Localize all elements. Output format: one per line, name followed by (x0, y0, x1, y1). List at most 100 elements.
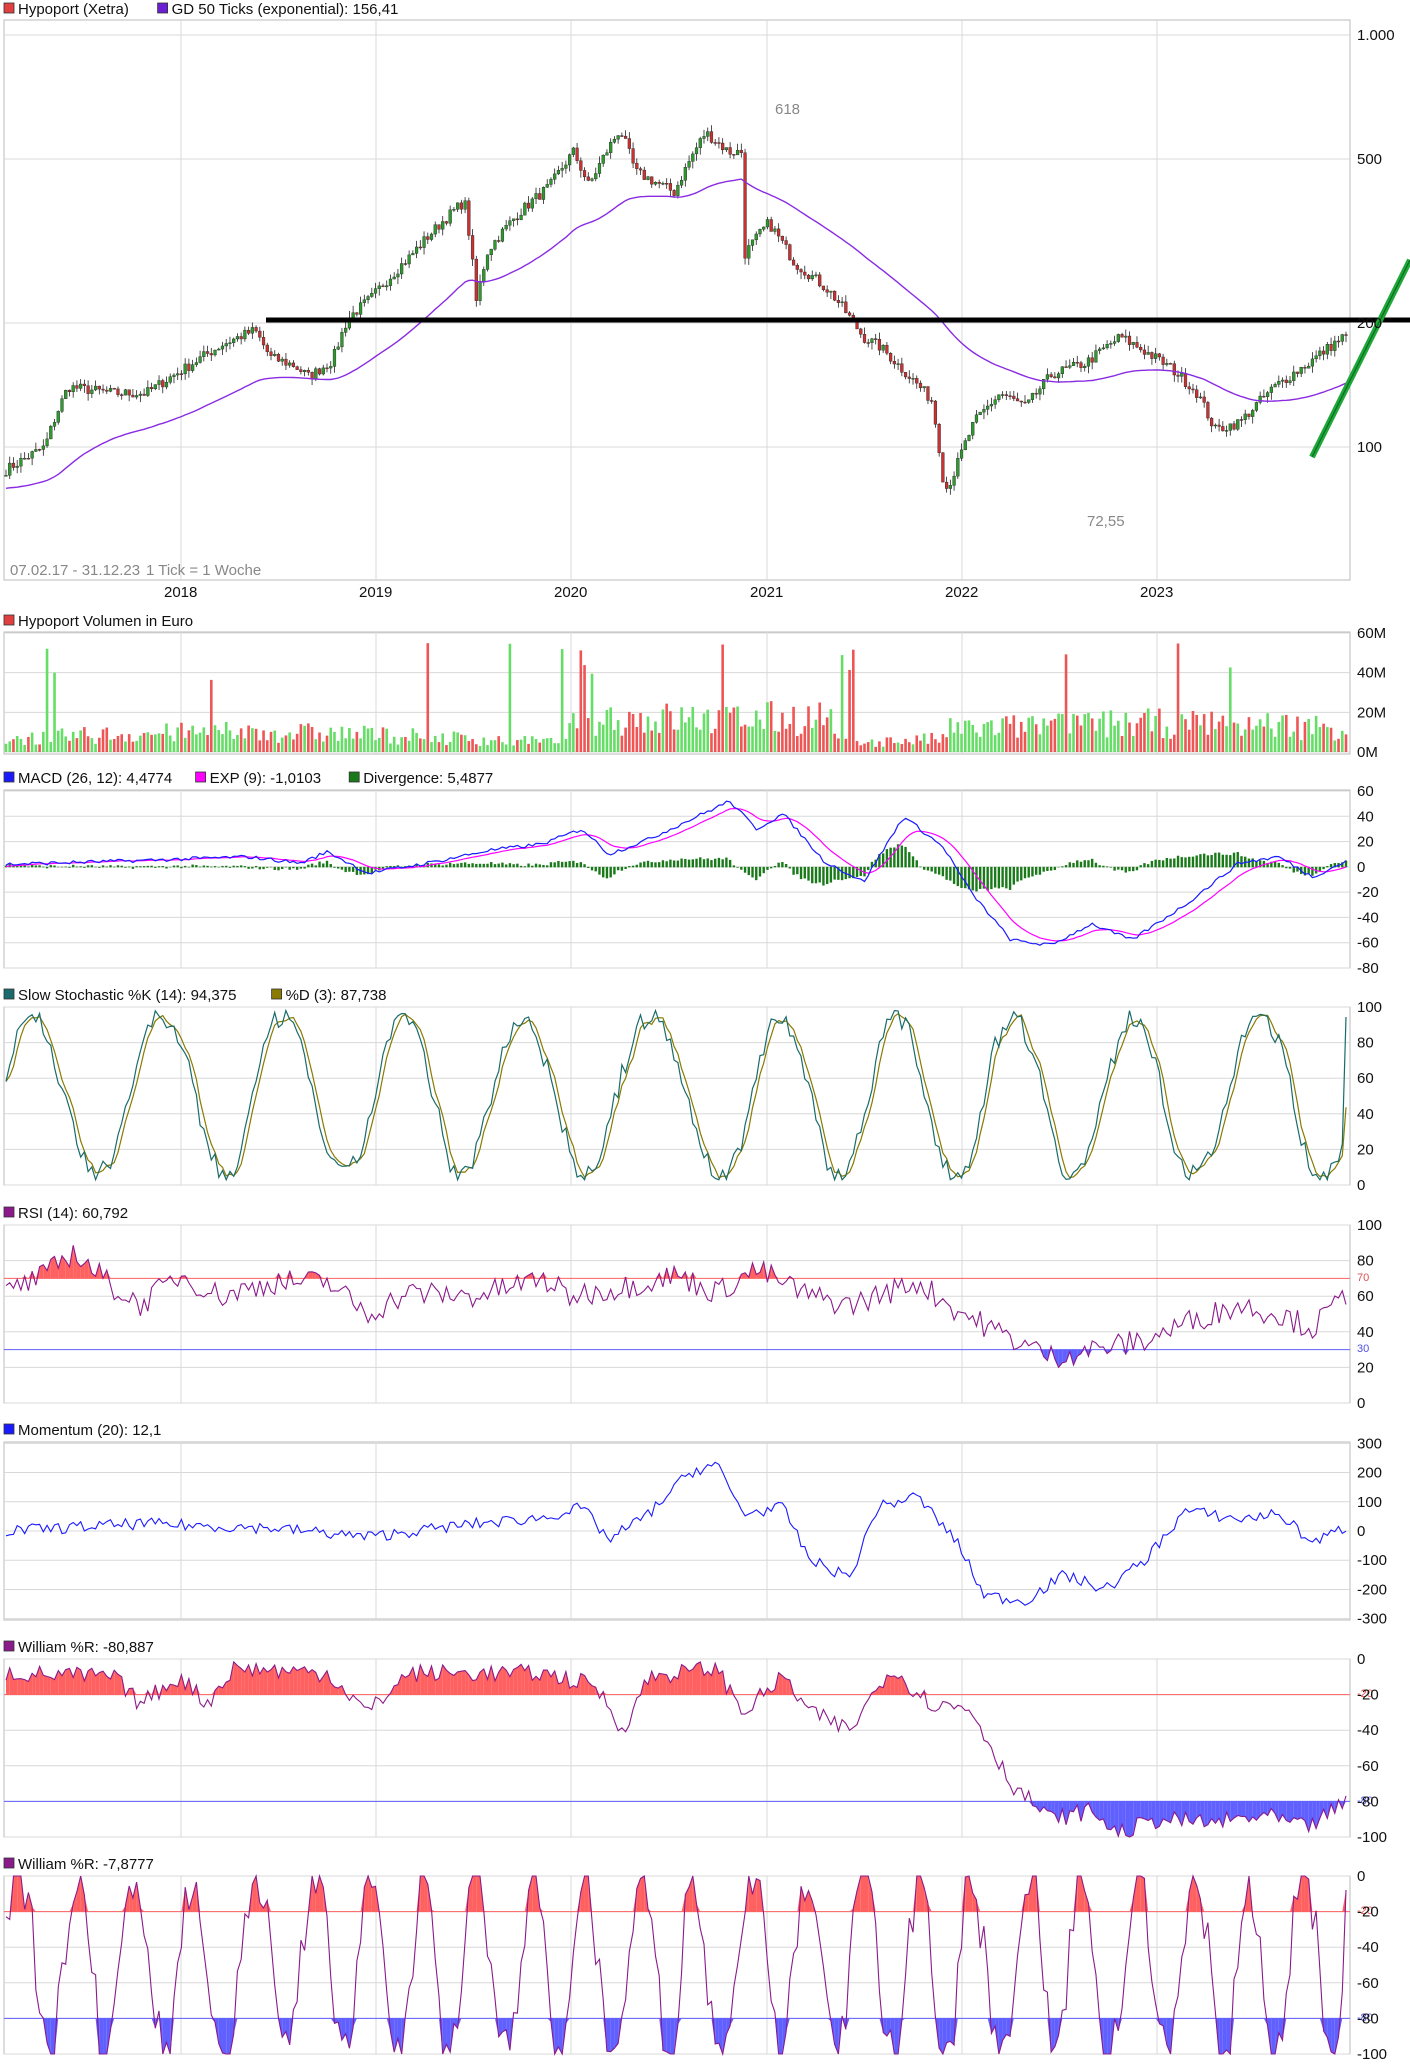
volume-bar (381, 727, 385, 752)
candle-body (400, 263, 404, 275)
volume-bar (572, 713, 575, 752)
candle-body (108, 388, 113, 392)
divergence-bar (389, 865, 392, 868)
threshold-fill (648, 1671, 652, 1695)
threshold-fill (237, 1665, 242, 1695)
volume-bar (885, 737, 889, 752)
threshold-fill (1230, 1801, 1235, 1822)
threshold-fill (883, 2018, 887, 2036)
threshold-fill (584, 1675, 589, 1695)
legend-label: MACD (26, 12): 4,4774 (18, 770, 172, 787)
momentum-grid (4, 1442, 1350, 1620)
volume-bar (56, 730, 60, 752)
volume-bar (1027, 717, 1031, 752)
threshold-fill (898, 1676, 902, 1695)
threshold-fill (689, 1669, 693, 1695)
divergence-bar (1090, 858, 1094, 868)
legend-swatch (3, 1423, 15, 1435)
candle-body (1254, 402, 1259, 411)
volume-bar (605, 710, 609, 752)
candle-body (1221, 426, 1225, 432)
rsi-lower-label: 30 (1357, 1343, 1369, 1355)
divergence-bar (1120, 866, 1124, 871)
divergence-bar (1240, 856, 1243, 868)
candle-body (747, 245, 751, 259)
volume-bar (19, 738, 23, 752)
volume-bar (419, 738, 422, 752)
volume-bar (176, 727, 179, 752)
threshold-fill (1051, 2018, 1055, 2053)
threshold-fill (394, 1684, 398, 1695)
candle-body (1127, 335, 1132, 345)
divergence-bar (728, 859, 732, 868)
candle-body (1176, 374, 1180, 377)
divergence-bar (277, 866, 280, 871)
candle-body (157, 380, 161, 385)
willr1-upper-label: -20 (1357, 1688, 1373, 1700)
candle-body (75, 385, 79, 389)
threshold-fill (1129, 1801, 1134, 1837)
volume-bar (168, 735, 172, 752)
threshold-fill (17, 1876, 21, 1912)
candle-body (1101, 347, 1105, 350)
candle-body (1168, 363, 1173, 365)
candle-body (568, 154, 572, 166)
divergence-bar (930, 866, 933, 872)
candle-body (918, 382, 923, 389)
volume-bar (740, 726, 743, 752)
volume-bar (310, 726, 314, 752)
candle-body (1195, 389, 1199, 398)
threshold-fill (1226, 1801, 1231, 1822)
candle-body (1307, 365, 1311, 369)
volume-bar (83, 727, 86, 752)
candle-body (1269, 386, 1273, 393)
threshold-fill (1178, 1801, 1182, 1826)
divergence-bar (213, 866, 217, 868)
candle-body (1139, 347, 1143, 351)
volume-bar (717, 710, 721, 752)
threshold-fill (476, 1672, 481, 1695)
divergence-bar (669, 859, 672, 868)
candle-body (1198, 396, 1203, 399)
volume-bar (318, 732, 321, 752)
threshold-fill (267, 1669, 272, 1695)
divergence-bar (926, 866, 930, 871)
threshold-fill (1073, 1349, 1078, 1365)
divergence-bar (609, 866, 612, 878)
volume-bar (937, 742, 941, 752)
y-tick-label: 20 (1357, 1141, 1374, 1158)
candle-body (1094, 350, 1098, 363)
candle-body (355, 312, 359, 315)
candle-body (258, 330, 262, 338)
threshold-fill (965, 1876, 970, 1912)
divergence-bar (206, 865, 209, 868)
volume-bar (978, 736, 982, 752)
divergence-bar (64, 866, 67, 868)
divergence-bar (258, 866, 262, 870)
volume-bar (127, 734, 131, 752)
candle-body (512, 218, 516, 221)
volume-bar (1337, 738, 1340, 752)
volume-bar (1083, 714, 1087, 752)
threshold-fill (782, 2018, 787, 2054)
candle-body (1027, 399, 1031, 403)
threshold-fill (345, 2018, 350, 2049)
y-tick-label: -40 (1357, 1939, 1379, 1956)
threshold-fill (1297, 1801, 1302, 1820)
threshold-fill (39, 1264, 44, 1279)
divergence-bar (889, 847, 892, 868)
volume-bar (348, 727, 351, 752)
threshold-fill (886, 1674, 891, 1695)
threshold-fill (1043, 1349, 1048, 1361)
volume-bar (680, 707, 683, 752)
divergence-bar (1217, 852, 1221, 868)
divergence-bar (519, 865, 523, 868)
y-tick-label: 40 (1357, 1324, 1374, 1341)
divergence-bar (1117, 866, 1120, 870)
threshold-fill (397, 1674, 402, 1695)
candle-body (1042, 379, 1046, 390)
volume-bar (101, 729, 105, 752)
candle-body (739, 150, 743, 153)
threshold-fill (498, 2018, 503, 2037)
threshold-fill (1144, 1349, 1149, 1351)
